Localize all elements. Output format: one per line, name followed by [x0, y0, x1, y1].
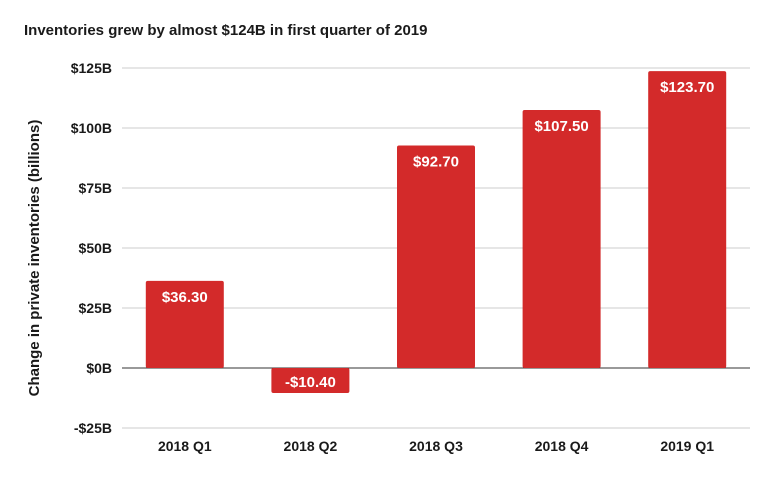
y-tick-label: $100B: [71, 120, 112, 136]
x-tick-label: 2018 Q1: [158, 438, 212, 454]
data-labels: $36.30 -$10.40 $92.70 $107.50 $123.70: [162, 79, 714, 391]
y-tick-label: $125B: [71, 60, 112, 76]
bar-2019-q1: [648, 71, 727, 369]
y-tick-label: $50B: [79, 240, 112, 256]
y-axis-ticks: -$25B $0B $25B $50B $75B $100B $125B: [71, 60, 112, 436]
bar-2018-q2: [271, 368, 350, 393]
x-tick-label: 2018 Q3: [409, 438, 463, 454]
bars: [145, 71, 727, 393]
data-label: $36.30: [162, 289, 208, 306]
bar-2018-q1: [145, 280, 224, 368]
x-tick-label: 2018 Q2: [284, 438, 338, 454]
y-tick-label: $75B: [79, 180, 112, 196]
y-tick-label: -$25B: [74, 420, 112, 436]
data-label: $92.70: [413, 154, 459, 171]
y-tick-label: $0B: [86, 360, 112, 376]
y-axis-title: Change in private inventories (billions): [26, 120, 43, 397]
bar-2018-q3: [397, 145, 475, 368]
data-label: $107.50: [534, 118, 588, 135]
x-tick-label: 2019 Q1: [660, 438, 714, 454]
data-label: -$10.40: [285, 374, 336, 391]
chart-title: Inventories grew by almost $124B in firs…: [24, 22, 428, 39]
y-tick-label: $25B: [79, 300, 112, 316]
x-axis-ticks: 2018 Q1 2018 Q2 2018 Q3 2018 Q4 2019 Q1: [158, 438, 714, 454]
x-tick-label: 2018 Q4: [535, 438, 589, 454]
bar-2018-q4: [522, 110, 601, 368]
data-label: $123.70: [660, 79, 714, 96]
